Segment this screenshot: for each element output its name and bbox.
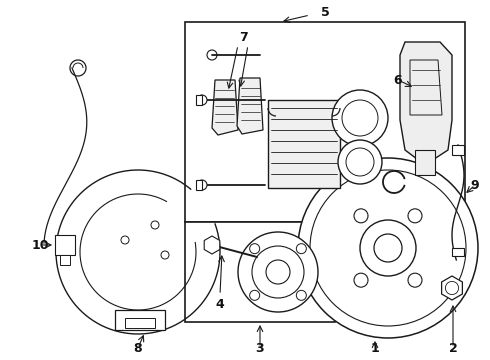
Polygon shape	[452, 248, 464, 256]
Circle shape	[338, 140, 382, 184]
Polygon shape	[400, 42, 452, 165]
Text: 10: 10	[31, 239, 49, 252]
Circle shape	[408, 273, 422, 287]
Text: 9: 9	[471, 179, 479, 192]
Polygon shape	[115, 310, 165, 330]
Text: 1: 1	[370, 342, 379, 355]
Circle shape	[250, 290, 260, 300]
Polygon shape	[212, 80, 238, 135]
Circle shape	[374, 234, 402, 262]
Text: 4: 4	[216, 298, 224, 311]
Polygon shape	[237, 78, 263, 134]
Polygon shape	[441, 276, 463, 300]
Bar	[185, 222, 335, 322]
Circle shape	[161, 251, 169, 259]
Circle shape	[207, 50, 217, 60]
Polygon shape	[55, 235, 75, 255]
Bar	[185, 22, 465, 222]
Circle shape	[332, 90, 388, 146]
Circle shape	[354, 273, 368, 287]
Circle shape	[121, 236, 129, 244]
Polygon shape	[204, 236, 220, 254]
Circle shape	[310, 170, 466, 326]
Polygon shape	[196, 95, 202, 105]
Circle shape	[298, 158, 478, 338]
Circle shape	[238, 232, 318, 312]
Polygon shape	[60, 255, 70, 265]
Polygon shape	[452, 145, 464, 155]
Circle shape	[151, 221, 159, 229]
Circle shape	[197, 95, 207, 105]
Text: 6: 6	[393, 73, 402, 86]
Circle shape	[354, 209, 368, 223]
Circle shape	[296, 290, 306, 300]
Polygon shape	[125, 318, 155, 328]
Text: 7: 7	[239, 31, 247, 44]
Circle shape	[296, 244, 306, 254]
Text: 3: 3	[256, 342, 264, 355]
Circle shape	[250, 244, 260, 254]
Circle shape	[197, 180, 207, 190]
Text: 8: 8	[134, 342, 142, 355]
Circle shape	[252, 246, 304, 298]
Polygon shape	[196, 180, 202, 190]
Circle shape	[266, 260, 290, 284]
Circle shape	[360, 220, 416, 276]
Text: 5: 5	[320, 5, 329, 18]
Polygon shape	[415, 150, 435, 175]
Circle shape	[408, 209, 422, 223]
Text: 2: 2	[449, 342, 457, 355]
Polygon shape	[268, 100, 340, 188]
